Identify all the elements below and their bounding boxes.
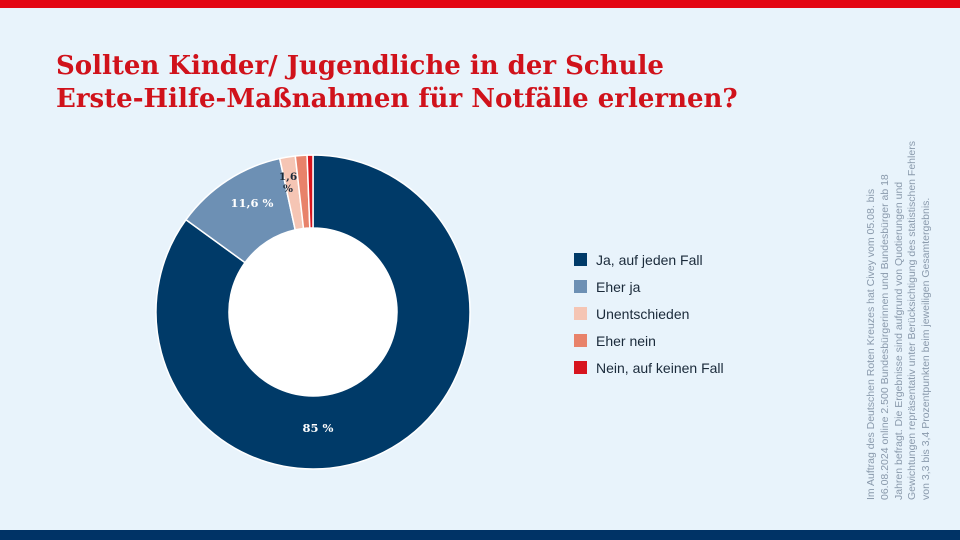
methodology-footnote: Im Auftrag des Deutschen Roten Kreuzes h… [865, 141, 933, 500]
legend-item-ja-auf-jeden-fall: Ja, auf jeden Fall [574, 246, 724, 273]
chart-title: Sollten Kinder/ Jugendliche in der Schul… [56, 50, 816, 116]
data-label-ja-auf-jeden-fall: 85 % [303, 421, 334, 435]
legend-label: Unentschieden [596, 305, 690, 322]
legend-swatch [574, 280, 587, 293]
title-line-1: Sollten Kinder/ Jugendliche in der Schul… [56, 51, 664, 81]
data-label-unentschieden: 1,6 [279, 171, 297, 183]
donut-slice-nein-auf-keinen-fall [306, 154, 314, 229]
donut-slice-ja-auf-jeden-fall [155, 154, 471, 470]
top-accent-bar [0, 0, 960, 8]
legend-label: Eher ja [596, 278, 641, 295]
legend-swatch [574, 334, 587, 347]
legend-swatch [574, 307, 587, 320]
donut-hole [229, 228, 397, 396]
data-label-unentschieden-unit: % [283, 183, 293, 195]
legend-item-unentschieden: Unentschieden [574, 300, 724, 327]
bottom-navy-bar [0, 530, 960, 540]
title-line-2: Erste-Hilfe-Maßnahmen für Notfälle erler… [56, 84, 738, 114]
legend-swatch [574, 361, 587, 374]
legend-item-nein-auf-keinen-fall: Nein, auf keinen Fall [574, 354, 724, 381]
legend-label: Eher nein [596, 332, 656, 349]
legend-swatch [574, 253, 587, 266]
legend-item-eher-nein: Eher nein [574, 327, 724, 354]
chart-legend: Ja, auf jeden Fall Eher ja Unentschieden… [574, 246, 724, 381]
data-label-eher-ja: 11,6 % [231, 196, 274, 210]
legend-label: Nein, auf keinen Fall [596, 359, 724, 376]
legend-item-eher-ja: Eher ja [574, 273, 724, 300]
legend-label: Ja, auf jeden Fall [596, 251, 703, 268]
